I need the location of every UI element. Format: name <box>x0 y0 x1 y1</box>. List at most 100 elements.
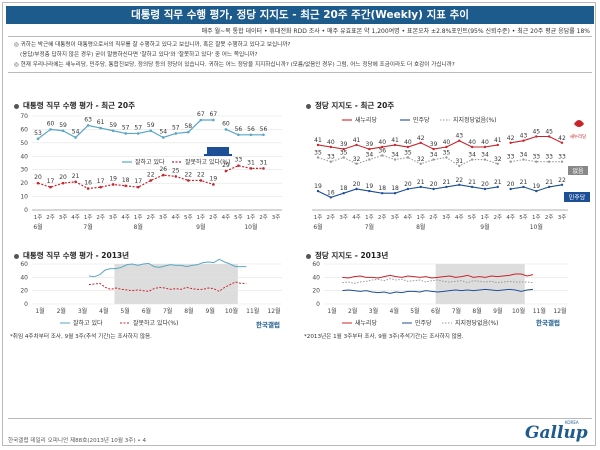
x-tick-label: 4주 <box>506 214 515 221</box>
blue-house-base-icon <box>204 154 232 156</box>
x-tick-label: 5월 <box>410 307 419 315</box>
brand-small-right: 한국갤럽 <box>536 319 560 327</box>
y-tick-label: 60 <box>312 261 320 268</box>
minjoo-marker-label: 민주당 <box>569 194 586 202</box>
question-2: ◎ 현재 우리나라에는 새누리당, 민주당, 통합진보당, 정의당 등의 정당이… <box>14 62 455 68</box>
legend-label: 민주당 <box>415 319 432 327</box>
data-label: 45 <box>545 129 553 136</box>
data-label: 54 <box>72 128 80 135</box>
x-tick-label: 1주 <box>365 214 374 221</box>
month-label: 10월 <box>530 223 543 231</box>
x-tick-label: 2주 <box>96 214 105 221</box>
x-tick-label: 8월 <box>472 307 481 315</box>
data-label: 34 <box>430 152 438 159</box>
x-tick-label: 5월 <box>120 307 129 315</box>
series-line <box>510 159 562 163</box>
y-tick-label: 10 <box>20 194 28 201</box>
note-left: *취임 4주차부터 조사, 9월 3주(추석 기간)는 조사하지 않음. <box>10 334 152 340</box>
data-label: 56 <box>247 126 255 133</box>
x-tick-label: 2주 <box>545 214 554 221</box>
series-line <box>510 184 563 192</box>
data-label: 34 <box>481 152 489 159</box>
x-tick-label: 3주 <box>391 214 400 221</box>
data-point <box>99 185 102 189</box>
page-frame <box>2 2 596 446</box>
data-label: 36 <box>378 147 386 154</box>
series-line <box>510 135 563 144</box>
x-tick-label: 4주 <box>121 214 130 221</box>
data-label: 67 <box>197 111 205 118</box>
legend-label: 새누리당 <box>355 116 378 124</box>
legend-label: 잘못하고 있다(%) <box>133 319 178 327</box>
blue-house-icon <box>207 147 229 155</box>
x-tick-label: 4주 <box>172 214 181 221</box>
data-label: 19 <box>109 175 117 182</box>
data-label: 40 <box>468 139 476 146</box>
x-tick-label: 2월 <box>57 307 66 315</box>
data-label: 41 <box>494 137 502 144</box>
data-point <box>212 118 215 122</box>
data-label: 29 <box>222 162 230 169</box>
x-tick-label: 4주 <box>404 214 413 221</box>
data-label: 59 <box>147 122 155 129</box>
data-label: 19 <box>314 183 322 190</box>
data-label: 18 <box>378 185 386 192</box>
data-label: 41 <box>391 137 399 144</box>
x-tick-label: 3주 <box>558 214 567 221</box>
x-tick-label: 2월 <box>348 307 357 315</box>
data-label: 35 <box>404 150 412 157</box>
x-tick-label: 3월 <box>369 307 378 315</box>
legend-label: 지지정당없음(%) <box>455 319 499 327</box>
data-label: 57 <box>172 124 180 131</box>
y-tick-label: 40 <box>20 153 28 160</box>
footer-text: 한국갤럽 데일리 오피니언 제88호(2013년 10월 3주) • 4 <box>8 438 147 444</box>
data-label: 21 <box>494 179 502 186</box>
x-tick-label: 4주 <box>71 214 80 221</box>
data-point <box>496 162 499 165</box>
section-approval-recent-label: 대통령 직무 수행 평가 - 최근 20주 <box>23 101 136 110</box>
data-label: 33 <box>545 154 553 161</box>
data-label: 20 <box>430 181 438 188</box>
data-point <box>212 183 215 186</box>
data-label: 19 <box>210 175 218 182</box>
month-label: 9월 <box>196 223 205 231</box>
data-label: 20 <box>353 181 361 188</box>
data-label: 60 <box>47 120 55 127</box>
data-label: 56 <box>235 126 243 133</box>
data-label: 53 <box>34 130 42 137</box>
x-tick-label: 3주 <box>339 214 348 221</box>
data-label: 16 <box>84 180 92 187</box>
series-line <box>37 174 214 190</box>
data-label: 35 <box>340 150 348 157</box>
y-tick-label: 0 <box>24 301 28 308</box>
data-label: 34 <box>366 152 374 159</box>
y-tick-label: 60 <box>20 261 28 268</box>
data-label: 60 <box>222 120 230 127</box>
data-label: 45 <box>532 129 540 136</box>
data-label: 17 <box>134 178 142 185</box>
data-label: 18 <box>122 177 130 184</box>
x-tick-label: 3주 <box>272 214 281 221</box>
data-label: 43 <box>520 133 528 140</box>
data-label: 42 <box>507 135 515 142</box>
data-label: 22 <box>184 171 192 178</box>
x-tick-label: 12월 <box>267 307 280 315</box>
data-label: 43 <box>455 133 463 140</box>
x-tick-label: 1주 <box>247 214 256 221</box>
series-line <box>317 140 498 150</box>
divider-mid <box>8 72 592 73</box>
survey-method: 매주 월~목 통합 데이터 • 휴대전화 RDD 조사 • 매주 유효표본 약 … <box>201 28 590 35</box>
data-label: 56 <box>260 126 268 133</box>
data-label: 22 <box>558 177 566 184</box>
x-tick-label: 1월 <box>35 307 44 315</box>
legend-label: 잘못하고 있다(%) <box>185 158 230 166</box>
data-label: 19 <box>532 183 540 190</box>
data-label: 63 <box>84 116 92 123</box>
x-tick-label: 2주 <box>327 214 336 221</box>
series-line <box>317 184 498 198</box>
data-label: 32 <box>417 156 425 163</box>
gallup-logo-korea: KOREA <box>565 420 579 425</box>
x-tick-label: 5주 <box>184 214 193 221</box>
series-line <box>225 165 264 172</box>
